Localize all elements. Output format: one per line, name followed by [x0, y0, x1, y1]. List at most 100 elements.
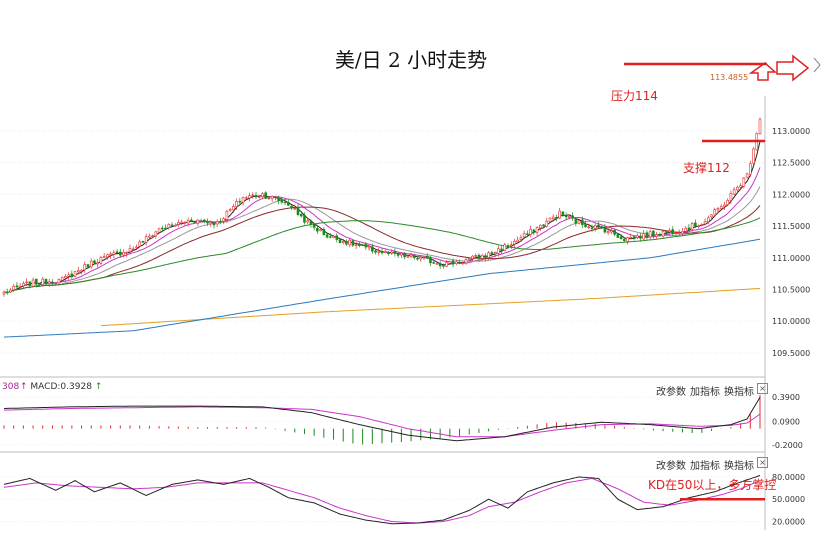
support-annotation: 支撑112 — [683, 161, 730, 175]
candle-body — [80, 269, 83, 272]
candle-body — [235, 201, 238, 207]
candle-body — [687, 227, 691, 230]
macd-close-icon[interactable]: × — [757, 383, 768, 394]
candle-body — [493, 252, 497, 255]
main-y-tick-label: 110.0000 — [772, 317, 810, 326]
candle-body — [267, 197, 271, 200]
candle-body — [232, 206, 235, 211]
ma-dark-line — [3, 141, 761, 293]
candle-body — [196, 219, 200, 224]
candle-body — [222, 218, 225, 222]
main-y-tick-label: 112.0000 — [772, 190, 810, 199]
candle-body — [25, 281, 28, 284]
candle-body — [739, 185, 742, 188]
candle-body — [616, 234, 620, 238]
candle-body — [393, 250, 397, 254]
candle-body — [125, 252, 129, 254]
candle-body — [364, 244, 368, 248]
candle-body — [296, 207, 300, 215]
candle-body — [435, 263, 439, 265]
candle-body — [183, 221, 187, 224]
candle-body — [568, 215, 571, 218]
candle-body — [345, 241, 348, 245]
kd-add-indicator-button[interactable]: 加指标 — [690, 461, 720, 472]
macd-dif-line — [3, 396, 761, 442]
candle-body — [361, 244, 364, 246]
candle-body — [432, 262, 435, 264]
candle-body — [293, 207, 297, 210]
candle-body — [590, 227, 594, 229]
candle-body — [96, 262, 99, 265]
candle-body — [581, 219, 584, 225]
candle-body — [51, 281, 54, 284]
candle-body — [442, 265, 445, 267]
ma-magenta-line — [3, 167, 761, 293]
up-arrow-icon: ↑ — [94, 382, 103, 392]
candle-body — [661, 231, 665, 237]
candle-body — [480, 254, 484, 259]
candle-body — [164, 227, 167, 230]
macd-change-param-button[interactable]: 改参数 — [656, 387, 686, 398]
candle-body — [299, 214, 303, 217]
kd-annotation: KD在50以上，多方掌控 — [648, 478, 777, 492]
candle-body — [141, 241, 145, 243]
kd-d-line — [3, 477, 761, 524]
candle-body — [115, 251, 119, 253]
candle-body — [112, 252, 116, 255]
candle-body — [167, 224, 171, 228]
candle-body — [199, 220, 203, 222]
candle-body — [564, 215, 568, 218]
last-price-label: 113.4855 — [710, 73, 749, 82]
candle-body — [697, 225, 700, 228]
orange-ma-line — [100, 287, 761, 327]
candle-body — [506, 245, 510, 247]
candle-body — [351, 240, 355, 246]
up-arrow-icon: ↑ — [20, 382, 28, 392]
candle-body — [471, 255, 474, 259]
main-y-tick-label: 111.5000 — [772, 222, 810, 231]
candle-body — [180, 221, 183, 224]
kd-y-tick-label: 80.0000 — [772, 473, 805, 482]
candle-body — [542, 224, 545, 227]
candle-body — [603, 227, 607, 233]
candle-body — [613, 229, 616, 235]
macd-y-tick-label: -0.2000 — [772, 441, 803, 450]
candle-body — [5, 291, 9, 294]
candle-body — [749, 163, 752, 175]
macd-y-tick-label: 0.0900 — [772, 417, 800, 426]
blue-ma-line — [3, 238, 761, 338]
kd-change-param-button[interactable]: 改参数 — [656, 461, 686, 472]
candle-body — [742, 177, 746, 187]
candle-body — [719, 206, 723, 209]
candle-body — [254, 195, 258, 198]
candle-body — [312, 224, 316, 228]
candle-body — [503, 244, 507, 251]
candle-body — [215, 221, 219, 225]
candle-body — [700, 224, 704, 226]
kd-switch-indicator-button[interactable]: 换指标 — [724, 461, 754, 472]
macd-switch-indicator-button[interactable]: 换指标 — [724, 387, 754, 398]
candle-body — [645, 232, 649, 238]
candle-body — [316, 228, 319, 232]
candle-body — [193, 221, 196, 223]
candle-body — [283, 201, 287, 204]
kd-close-icon[interactable]: × — [757, 457, 768, 468]
candle-body — [348, 239, 351, 246]
candle-body — [639, 235, 642, 239]
candle-body — [206, 222, 209, 224]
macd-add-indicator-button[interactable]: 加指标 — [690, 387, 720, 398]
candle-body — [409, 254, 413, 257]
candle-body — [377, 251, 381, 253]
candle-body — [526, 233, 529, 235]
candle-body — [464, 259, 468, 264]
candle-body — [367, 246, 371, 249]
candle-body — [548, 217, 552, 222]
candle-body — [736, 186, 739, 191]
candle-body — [668, 230, 671, 233]
candle-body — [170, 224, 174, 226]
candle-body — [626, 237, 629, 242]
candle-body — [642, 233, 645, 240]
candle-body — [655, 234, 658, 237]
candle-body — [248, 195, 251, 199]
candle-body — [251, 194, 255, 197]
